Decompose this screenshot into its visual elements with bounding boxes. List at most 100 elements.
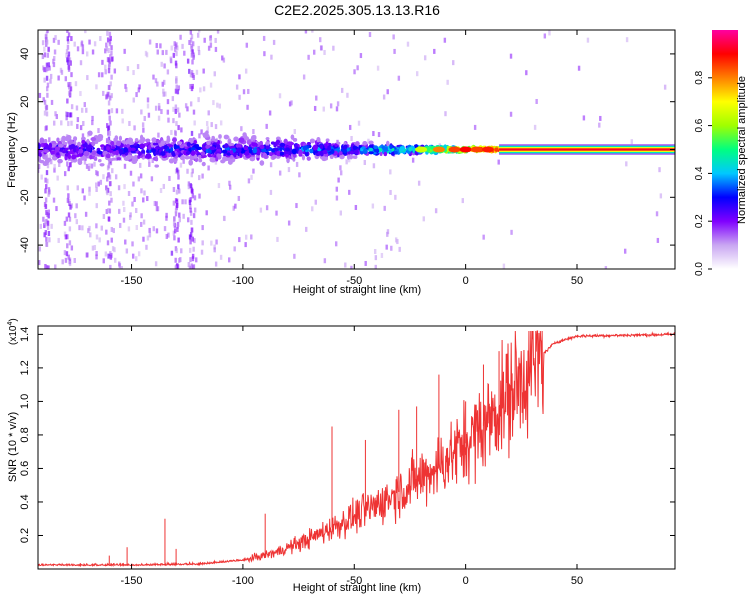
- noise-speckle: [278, 170, 282, 176]
- ridge-blob: [265, 141, 270, 146]
- noise-speckle: [57, 39, 60, 45]
- noise-streak: [106, 91, 110, 97]
- noise-speckle: [340, 87, 344, 93]
- ridge-blob: [259, 160, 265, 166]
- noise-speckle: [147, 112, 151, 118]
- noise-streak: [109, 191, 112, 197]
- ridge-blob: [221, 149, 228, 154]
- ridge-blob: [156, 139, 162, 144]
- noise-speckle: [50, 223, 53, 229]
- ridge-blob: [62, 141, 68, 146]
- noise-streak: [108, 181, 112, 187]
- noise-speckle: [245, 234, 248, 240]
- noise-speckle: [139, 162, 142, 168]
- noise-speckle: [245, 42, 249, 48]
- ridge-blob: [312, 144, 318, 151]
- noise-speckle: [113, 247, 116, 253]
- spectrogram-x-label: Height of straight line (km): [293, 284, 421, 296]
- ridge-blob: [146, 154, 152, 159]
- noise-speckle: [191, 59, 194, 65]
- x-tick-label: -50: [346, 575, 362, 587]
- noise-speckle: [58, 161, 61, 167]
- noise-speckle: [339, 165, 342, 171]
- noise-speckle: [263, 51, 266, 57]
- ridge-blob: [251, 142, 258, 147]
- noise-streak: [46, 163, 50, 169]
- y-tick-label: 40: [19, 48, 31, 60]
- ridge-blob: [342, 148, 348, 154]
- ridge-blob: [201, 146, 207, 152]
- noise-streak: [188, 68, 191, 74]
- noise-speckle: [65, 52, 68, 58]
- noise-speckle: [128, 214, 132, 220]
- noise-speckle: [180, 127, 183, 133]
- noise-speckle: [163, 63, 166, 69]
- noise-speckle: [133, 125, 136, 131]
- noise-speckle: [123, 207, 126, 213]
- y-tick-label: 1.2: [19, 360, 31, 375]
- ridge-blob: [233, 136, 239, 142]
- noise-speckle: [76, 46, 80, 52]
- noise-speckle: [154, 105, 158, 111]
- ridge-blob: [343, 144, 348, 149]
- noise-speckle: [214, 261, 218, 267]
- noise-speckle: [179, 34, 182, 40]
- ridge-blob: [141, 137, 146, 143]
- ridge-blob: [166, 152, 171, 157]
- noise-speckle: [137, 87, 140, 93]
- noise-speckle: [163, 79, 166, 85]
- noise-speckle: [102, 214, 106, 220]
- noise-speckle: [386, 231, 389, 237]
- noise-speckle: [167, 232, 170, 238]
- noise-speckle: [97, 72, 101, 78]
- noise-streak: [111, 56, 114, 62]
- noise-streak: [65, 251, 69, 257]
- noise-speckle: [311, 206, 314, 212]
- noise-speckle: [659, 193, 663, 199]
- noise-streak: [172, 118, 175, 124]
- noise-speckle: [219, 120, 223, 126]
- noise-speckle: [165, 233, 169, 239]
- snr-y-label: SNR (10 * v/v): [7, 412, 19, 482]
- noise-streak: [66, 161, 69, 167]
- snr-multiplier: (x104): [7, 318, 19, 345]
- ridge-blob: [123, 147, 129, 153]
- ridge-blob: [168, 144, 174, 148]
- noise-streak: [178, 188, 181, 194]
- ridge-blob: [246, 139, 252, 145]
- noise-speckle: [104, 48, 107, 54]
- noise-speckle: [287, 167, 291, 173]
- noise-speckle: [84, 30, 87, 34]
- noise-speckle: [73, 41, 76, 47]
- ridge-blob: [43, 139, 48, 144]
- noise-speckle: [235, 84, 239, 90]
- noise-streak: [178, 112, 181, 118]
- noise-speckle: [88, 39, 91, 45]
- noise-speckle: [394, 194, 397, 200]
- noise-streak: [107, 109, 111, 115]
- noise-speckle: [140, 213, 143, 219]
- noise-streak: [105, 123, 109, 129]
- noise-speckle: [45, 218, 48, 224]
- noise-streak: [43, 110, 47, 116]
- noise-streak: [173, 41, 176, 47]
- ridge-blob: [130, 147, 136, 152]
- noise-streak: [187, 262, 191, 268]
- noise-speckle: [656, 237, 660, 243]
- noise-speckle: [525, 70, 528, 76]
- ridge-blob: [306, 141, 311, 146]
- noise-speckle: [186, 106, 189, 112]
- noise-speckle: [157, 132, 160, 138]
- noise-speckle: [206, 126, 209, 132]
- ridge-blob: [73, 136, 78, 142]
- ridge-blob: [145, 138, 151, 143]
- noise-speckle: [83, 195, 86, 201]
- noise-speckle: [135, 208, 138, 214]
- noise-streak: [43, 219, 47, 225]
- noise-speckle: [265, 205, 269, 211]
- noise-streak: [190, 33, 194, 39]
- noise-speckle: [88, 190, 91, 196]
- ridge-blob: [166, 135, 170, 140]
- noise-speckle: [114, 174, 118, 180]
- noise-speckle: [287, 220, 291, 226]
